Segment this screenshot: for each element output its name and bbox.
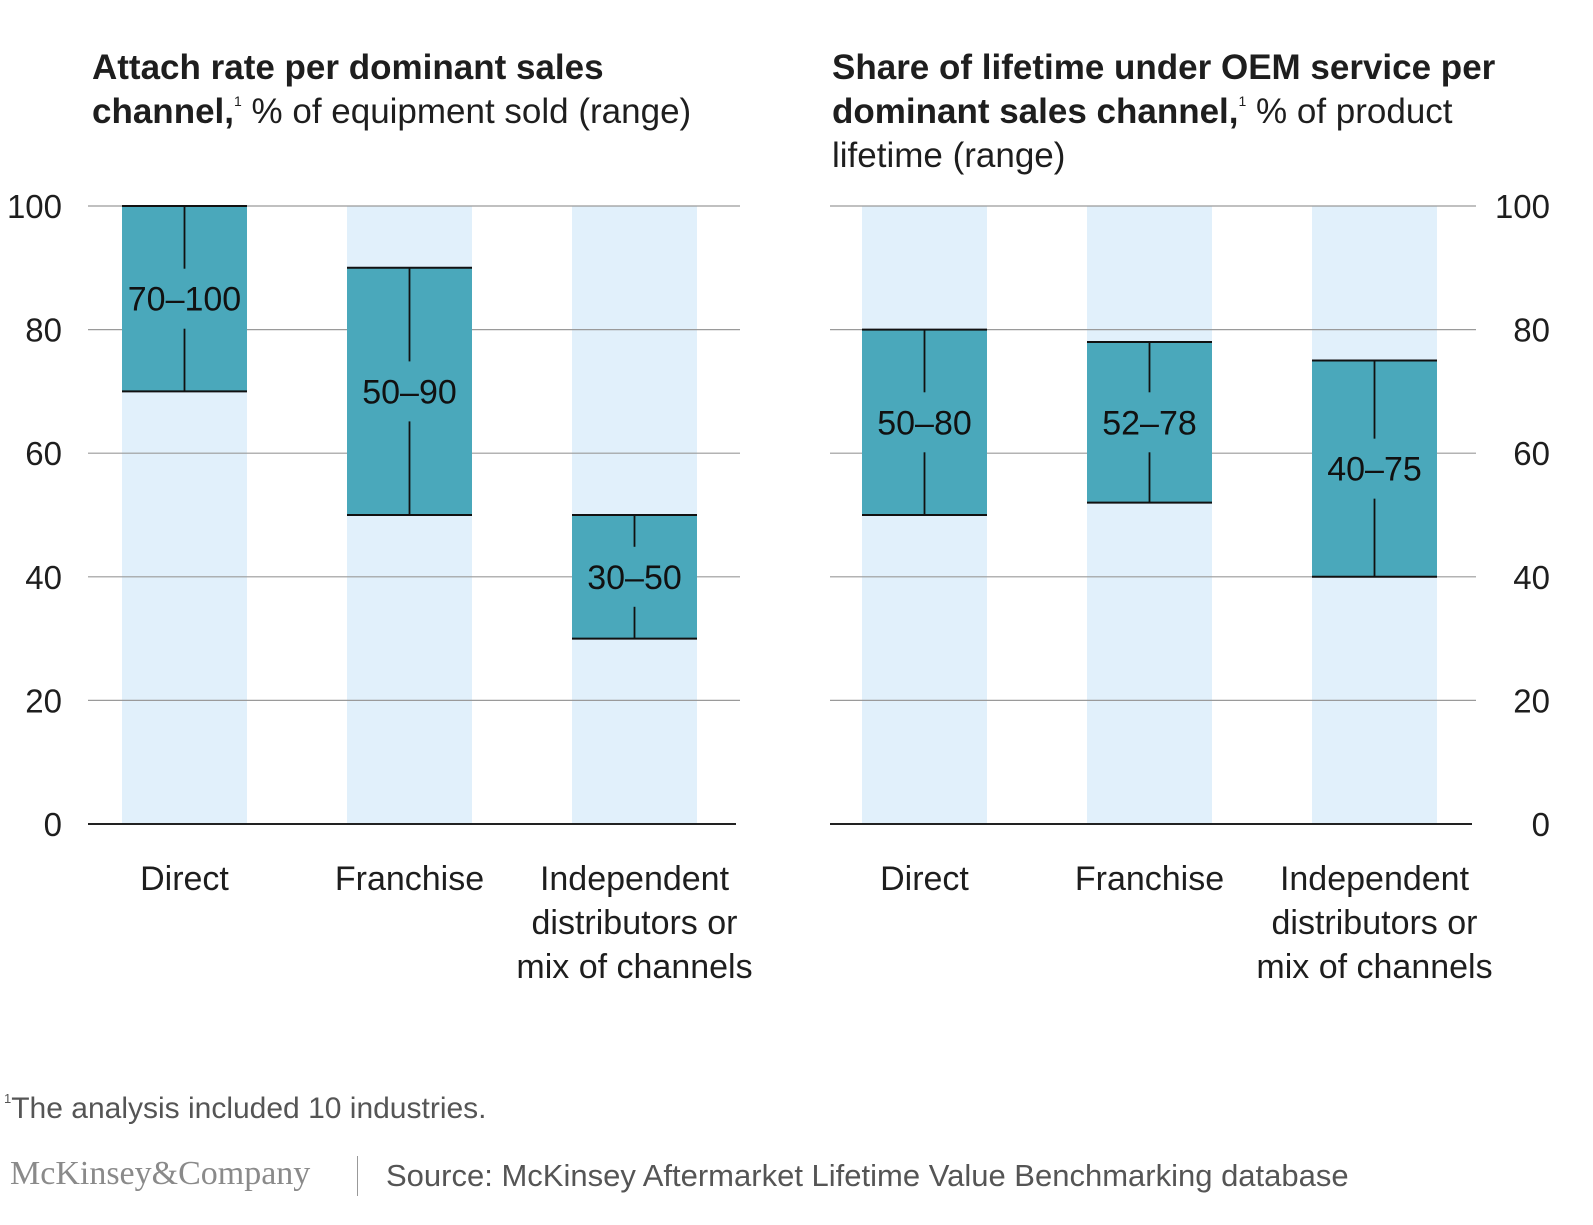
- divider: [357, 1156, 358, 1196]
- left-range-label-3: 30–50: [587, 559, 682, 597]
- right-category-label-3-line-1: Independent: [1280, 860, 1470, 898]
- footnote-marker: 1: [4, 1091, 12, 1106]
- right-y-tick-label-0: 0: [1532, 806, 1550, 843]
- left-y-tick-label-60: 60: [25, 435, 62, 472]
- right-y-tick-label-40: 40: [1513, 559, 1550, 596]
- right-title-bold: Share of lifetime under OEM service per …: [832, 48, 1496, 131]
- left-category-label-3-line-1: Independent: [540, 860, 730, 898]
- left-range-label-2: 50–90: [362, 373, 457, 411]
- footnote: 1The analysis included 10 industries.: [4, 1092, 487, 1126]
- right-category-label-1-line-1: Direct: [880, 860, 969, 898]
- right-category-label-3-line-2: distributors or: [1272, 904, 1478, 942]
- left-range-label-1: 70–100: [128, 281, 241, 319]
- left-category-label-3-line-2: distributors or: [532, 904, 738, 942]
- left-y-tick-label-100: 100: [7, 188, 62, 225]
- right-y-tick-label-20: 20: [1513, 682, 1550, 719]
- left-category-label-3-line-3: mix of channels: [516, 948, 752, 986]
- left-title-footnote-marker: 1: [233, 93, 242, 110]
- left-title-rest: % of equipment sold (range): [241, 92, 692, 131]
- right-title-rest: % of product lifetime (range): [832, 92, 1453, 175]
- source-note: Source: McKinsey Aftermarket Lifetime Va…: [386, 1158, 1349, 1193]
- right-title-footnote-marker: 1: [1238, 93, 1247, 110]
- right-column-bg-2: [1087, 206, 1212, 824]
- left-y-tick-label-80: 80: [25, 312, 62, 349]
- left-y-tick-label-0: 0: [44, 806, 62, 843]
- right-y-tick-label-80: 80: [1513, 312, 1550, 349]
- right-category-label-3-line-3: mix of channels: [1256, 948, 1492, 986]
- right-range-label-1: 50–80: [877, 404, 972, 442]
- left-title-bold: Attach rate per dominant sales channel,: [92, 48, 604, 131]
- footnote-text: The analysis included 10 industries.: [11, 1092, 487, 1125]
- left-category-label-1-line-1: Direct: [140, 860, 229, 898]
- right-range-label-2: 52–78: [1102, 404, 1197, 442]
- right-category-label-2-line-1: Franchise: [1075, 860, 1224, 898]
- left-category-label-2-line-1: Franchise: [335, 860, 484, 898]
- right-range-label-3: 40–75: [1327, 451, 1422, 489]
- right-chart-title: Share of lifetime under OEM service per …: [832, 46, 1512, 178]
- left-chart-title: Attach rate per dominant sales channel,1…: [92, 46, 692, 134]
- right-y-tick-label-60: 60: [1513, 435, 1550, 472]
- left-y-tick-label-40: 40: [25, 559, 62, 596]
- left-y-tick-label-20: 20: [25, 682, 62, 719]
- right-y-tick-label-100: 100: [1495, 188, 1550, 225]
- brand-logo: McKinsey&Company: [10, 1155, 311, 1192]
